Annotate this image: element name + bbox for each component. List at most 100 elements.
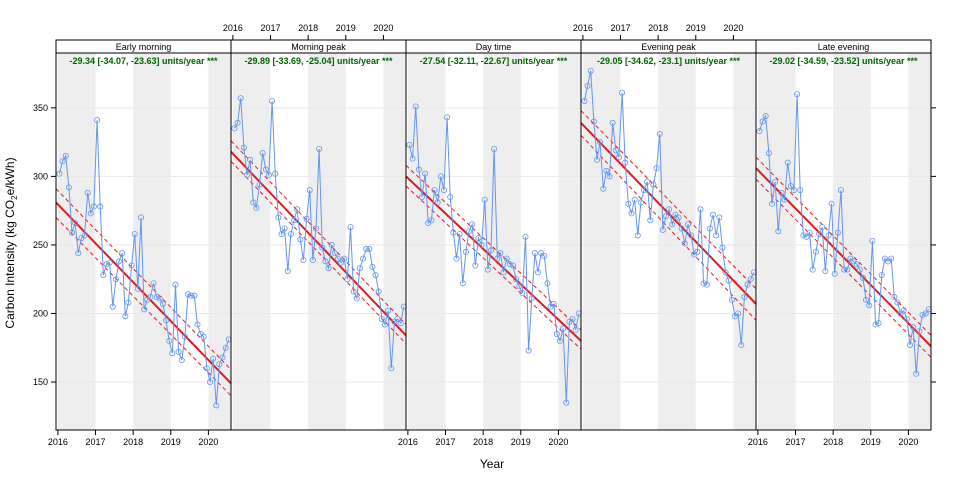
data-point — [153, 294, 160, 301]
data-point — [634, 232, 641, 239]
x-tick-label: 2018 — [473, 437, 493, 447]
data-point — [641, 187, 648, 194]
data-point — [338, 259, 345, 266]
data-point — [484, 266, 491, 273]
data-point — [800, 232, 807, 239]
data-point — [503, 255, 510, 262]
data-point — [609, 119, 616, 126]
data-point — [891, 294, 898, 301]
data-point — [275, 214, 282, 221]
data-point — [106, 259, 113, 266]
data-point — [863, 296, 870, 303]
panel-annotation: -27.54 [-32.11, -22.67] units/year *** — [420, 56, 568, 66]
data-point — [735, 310, 742, 317]
y-axis-label: Carbon Intensity (kg CO2e/kWh) — [3, 157, 19, 328]
data-point — [859, 274, 866, 281]
data-point — [812, 248, 819, 255]
data-point — [650, 181, 657, 188]
data-point — [312, 225, 319, 232]
data-point — [94, 117, 101, 124]
x-tick-label: 2016 — [748, 437, 768, 447]
data-point — [203, 365, 210, 372]
x-tick-label: 2020 — [373, 23, 393, 33]
panel-title: Evening peak — [641, 42, 696, 52]
year-shade-2020 — [558, 53, 581, 430]
data-point — [444, 114, 451, 121]
data-point — [612, 147, 619, 154]
data-point — [644, 178, 651, 185]
panel-annotation: -29.34 [-34.07, -23.63] units/year *** — [69, 56, 218, 66]
year-shade-2016 — [757, 53, 796, 430]
data-point — [294, 206, 301, 213]
data-point — [350, 288, 357, 295]
data-point — [188, 292, 195, 299]
data-point — [875, 320, 882, 327]
data-point — [697, 206, 704, 213]
y-tick-label: 150 — [33, 377, 48, 387]
data-points — [56, 67, 932, 409]
data-point — [306, 187, 313, 194]
data-point — [819, 224, 826, 231]
data-point — [869, 237, 876, 244]
data-point — [541, 252, 548, 259]
data-point — [356, 265, 363, 272]
data-point — [272, 170, 279, 177]
data-point — [768, 200, 775, 207]
data-point — [809, 266, 816, 273]
x-tick-label: 2020 — [723, 23, 743, 33]
trend-upper-2 — [405, 165, 582, 331]
data-point — [619, 89, 626, 96]
data-point — [269, 97, 276, 104]
data-point — [544, 280, 551, 287]
data-point — [603, 167, 610, 174]
data-point — [412, 103, 419, 110]
data-point — [409, 155, 416, 162]
data-point — [194, 321, 201, 328]
series-line-2 — [408, 106, 580, 403]
data-point — [309, 257, 316, 264]
data-point — [72, 219, 79, 226]
data-point — [181, 333, 188, 340]
data-point — [178, 357, 185, 364]
data-point — [56, 170, 63, 177]
panel-annotation: -29.89 [-33.69, -25.04] units/year *** — [244, 56, 393, 66]
data-point — [169, 350, 176, 357]
data-point — [535, 269, 542, 276]
data-point — [784, 159, 791, 166]
data-point — [213, 402, 220, 409]
data-point — [347, 224, 354, 231]
data-point — [775, 228, 782, 235]
data-point — [125, 299, 132, 306]
data-point — [778, 189, 785, 196]
trend-lower-2 — [405, 185, 582, 350]
data-point — [68, 229, 75, 236]
x-tick-label: 2017 — [611, 23, 631, 33]
data-point — [590, 118, 597, 125]
data-point — [219, 354, 226, 361]
data-point — [781, 196, 788, 203]
x-tick-label: 2018 — [823, 437, 843, 447]
panel-title: Day time — [476, 42, 512, 52]
data-point — [903, 315, 910, 322]
data-point — [762, 113, 769, 120]
data-point — [450, 229, 457, 236]
data-point — [216, 361, 223, 368]
data-point — [119, 250, 126, 257]
data-point — [765, 150, 772, 157]
x-tick-label: 2019 — [161, 437, 181, 447]
data-point — [90, 203, 97, 210]
y-tick-label: 200 — [33, 308, 48, 318]
data-point — [103, 261, 110, 268]
data-point — [828, 200, 835, 207]
data-point — [497, 250, 504, 257]
data-point — [900, 307, 907, 314]
data-point — [122, 313, 129, 320]
data-point — [319, 244, 326, 251]
x-tick-label: 2019 — [686, 23, 706, 33]
data-point — [700, 280, 707, 287]
data-point — [156, 295, 163, 302]
year-shade-2020 — [208, 53, 231, 430]
x-tick-label: 2016 — [398, 437, 418, 447]
data-point — [453, 255, 460, 262]
data-point — [191, 292, 198, 299]
